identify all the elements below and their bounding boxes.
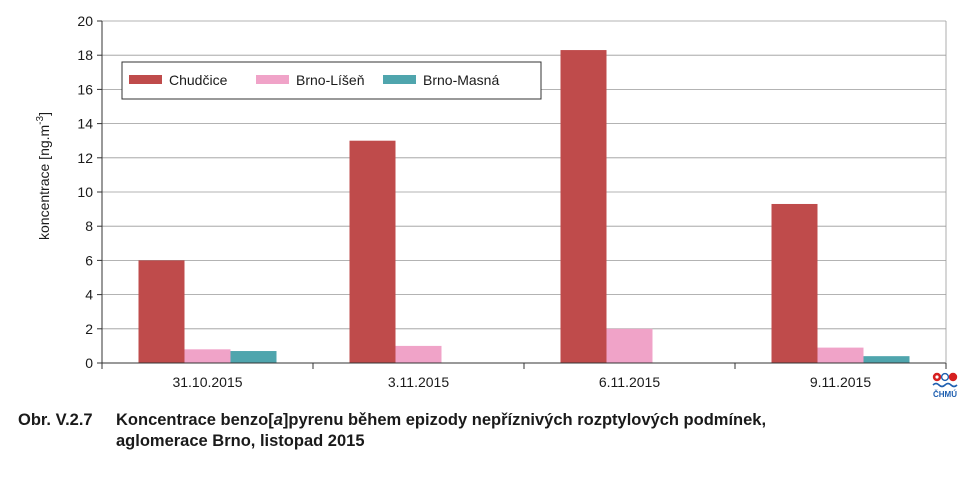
figure-caption: Obr. V.2.7 Koncentrace benzo[a]pyrenu běh… [18,410,958,452]
legend-label: Chudčice [169,72,228,88]
logo-text: ČHMÚ [933,390,957,399]
x-axis-ticks: 31.10.2015 3.11.2015 6.11.2015 9.11.2015 [101,363,947,390]
x-tick-label: 9.11.2015 [810,374,871,390]
y-tick-label: 12 [77,150,93,166]
y-tick-label: 0 [85,355,93,371]
bar-brno-l-e- [395,345,442,363]
caption-line-1: Koncentrace benzo[a]pyrenu během epizody… [116,411,767,429]
legend-swatch [256,75,289,84]
x-tick-label: 31.10.2015 [172,374,242,390]
y-tick-label: 4 [85,287,93,303]
y-axis-label: koncentrace [ng.m-3] [35,112,52,240]
bar-chud-ice [560,50,607,363]
bar-brno-l-e- [606,328,653,363]
legend-swatch [129,75,162,84]
y-tick-label: 8 [85,218,93,234]
legend: Chudčice Brno-Líšeň Brno-Masná [121,61,542,100]
y-tick-label: 2 [85,321,93,337]
bar-chud-ice [771,203,818,363]
y-tick-label: 14 [77,116,93,132]
legend-label: Brno-Masná [423,72,499,88]
bar-brno-masn- [863,356,910,363]
x-tick-label: 6.11.2015 [599,374,660,390]
x-tick-label: 3.11.2015 [388,374,449,390]
bar-chud-ice [349,140,396,363]
bar-brno-masn- [230,351,277,363]
y-tick-label: 20 [77,13,93,29]
y-tick-label: 6 [85,252,93,268]
legend-swatch [383,75,416,84]
figure-number: Obr. V.2.7 [18,411,93,429]
y-tick-label: 10 [77,184,93,200]
bar-brno-l-e- [184,349,231,363]
bar-chud-ice [138,260,185,363]
chmu-logo-icon: ČHMÚ [928,370,962,400]
caption-line-2: aglomerace Brno, listopad 2015 [116,432,365,450]
y-tick-label: 18 [77,47,93,63]
y-axis-ticks: 0 2 4 6 8 10 12 14 16 18 20 [77,13,102,371]
bar-chart: 0 2 4 6 8 10 12 14 16 18 20 31.10.2015 3.11.2015 6.1… [35,13,947,390]
legend-box [121,61,542,100]
bar-brno-l-e- [817,347,864,363]
y-tick-label: 16 [77,81,93,97]
legend-label: Brno-Líšeň [296,72,364,88]
bars [138,50,910,363]
